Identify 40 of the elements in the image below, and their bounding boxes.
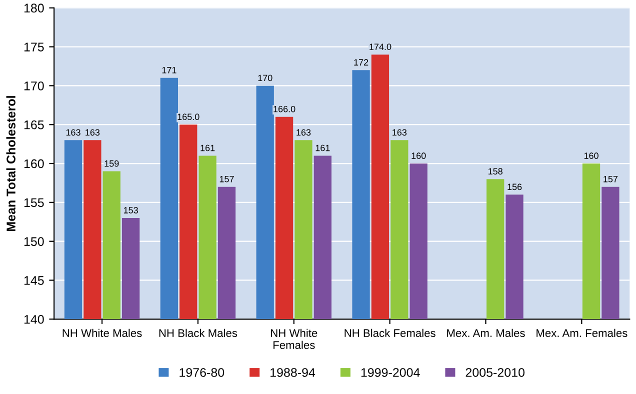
y-tick-label: 170 xyxy=(24,81,44,90)
data-label: 166.0 xyxy=(274,106,296,112)
x-tick-label: NH Black Males xyxy=(159,328,238,338)
y-tick-label: 155 xyxy=(24,198,44,208)
data-label: 158 xyxy=(488,168,502,175)
x-tick-label: NH White Females xyxy=(271,328,318,349)
data-label: 160 xyxy=(412,152,426,159)
data-label: 161 xyxy=(200,144,215,152)
x-tick-label: NH Black Females xyxy=(344,328,436,338)
y-tick-label: 160 xyxy=(24,159,44,168)
data-label: 161 xyxy=(316,144,330,152)
y-tick-label: 180 xyxy=(24,4,44,13)
data-label: 165.0 xyxy=(178,114,200,120)
data-label: 163 xyxy=(392,129,407,136)
legend-label: 1999-2004 xyxy=(361,368,420,377)
y-tick-label: 145 xyxy=(24,276,44,285)
y-axis-title: Mean Total Cholesterol xyxy=(6,96,16,231)
y-tick-label: 175 xyxy=(24,42,44,52)
data-label: 163 xyxy=(296,129,311,136)
data-label: 171 xyxy=(162,67,176,74)
data-label: 170 xyxy=(258,74,272,82)
data-label: 159 xyxy=(104,160,119,167)
legend-label: 2005-2010 xyxy=(466,368,525,377)
x-tick-label: NH White Males xyxy=(62,328,142,338)
x-tick-label: Mex. Am. Females xyxy=(536,328,628,338)
data-label: 156 xyxy=(508,184,522,190)
legend-label: 1988-94 xyxy=(270,368,316,377)
y-tick-label: 150 xyxy=(24,237,44,246)
data-label: 163 xyxy=(66,129,80,136)
data-label: 172 xyxy=(354,59,368,66)
data-label: 160 xyxy=(584,152,598,159)
data-label: 153 xyxy=(124,207,138,214)
data-label: 174.0 xyxy=(370,44,392,50)
data-label: 163 xyxy=(86,129,100,136)
x-tick-label: Mex. Am. Males xyxy=(447,328,525,338)
legend-label: 1976-80 xyxy=(180,368,224,377)
data-label: 157 xyxy=(220,176,234,182)
y-tick-label: 165 xyxy=(24,120,44,130)
y-tick-label: 140 xyxy=(24,314,44,324)
data-label: 157 xyxy=(604,176,618,182)
